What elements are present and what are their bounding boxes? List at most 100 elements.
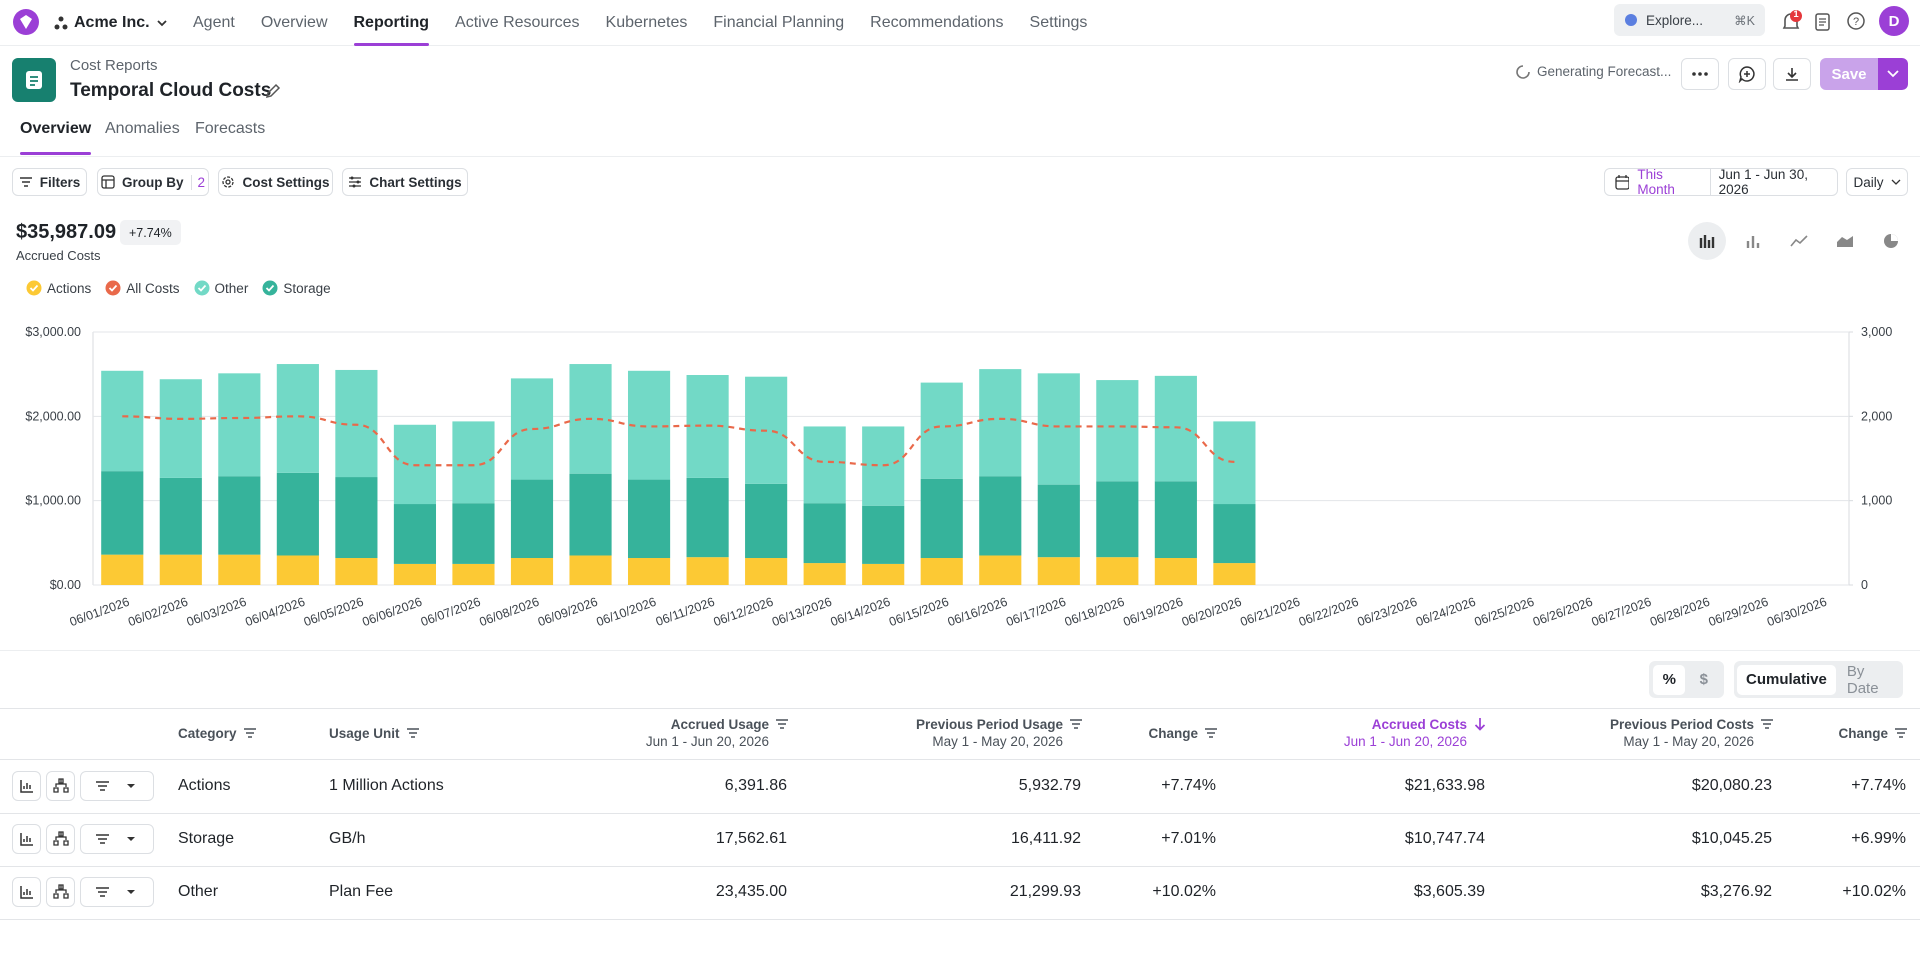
group-by-button[interactable]: Group By 2 [97,168,209,196]
cost-settings-button[interactable]: Cost Settings [218,168,333,196]
tab[interactable]: Anomalies [105,120,180,137]
hierarchy-button[interactable] [46,824,75,854]
hierarchy-button[interactable] [46,771,75,801]
sort-icon[interactable] [1894,726,1908,740]
row-filter-button[interactable] [80,877,154,907]
header-label: Previous Period Costs [1609,717,1754,732]
column-header[interactable]: Usage Unit [329,725,420,742]
sort-icon[interactable] [775,717,789,731]
legend-swatch [26,280,42,296]
legend-item[interactable]: All Costs [105,280,180,296]
nav-item[interactable]: Financial Planning [713,14,845,31]
breadcrumb[interactable]: Cost Reports [70,57,158,74]
edit-icon[interactable] [264,82,282,100]
bar-segment [979,555,1022,585]
icon [19,886,33,899]
sort-icon[interactable] [1204,726,1218,740]
bar-segment [101,370,144,472]
x-tick-label: 06/17/2026 [1004,595,1068,630]
sort-icon[interactable] [243,726,257,740]
line-type[interactable] [1780,222,1818,260]
logo[interactable] [12,8,40,36]
sort-arrow[interactable] [1473,717,1487,731]
granularity[interactable]: Daily [1846,168,1908,196]
x-tick-label: 06/02/2026 [126,595,190,630]
cell: $21,633.98 [1404,777,1485,794]
sort-icon[interactable] [406,726,420,740]
unit-option[interactable]: % [1653,664,1686,695]
save-button[interactable]: Save [1820,58,1878,90]
area-type[interactable] [1826,222,1864,260]
nav-item[interactable]: Active Resources [455,14,580,31]
row-filter-button[interactable] [80,824,154,854]
hierarchy-button[interactable] [46,877,75,907]
glyph [19,833,33,846]
date-range[interactable]: This Month Jun 1 - Jun 30, 2026 [1604,167,1838,197]
filter-icon [19,177,32,187]
nav-item[interactable]: Recommendations [870,14,1004,31]
nav-item[interactable]: Agent [193,14,235,31]
row-filter-button[interactable] [80,771,154,801]
download-button[interactable] [1773,58,1811,90]
y-tick-label: $2,000.00 [25,409,81,423]
report-icon [12,58,56,102]
bar-segment [218,476,261,555]
cell: 5,932.79 [1018,777,1081,794]
bar-segment [101,471,144,555]
sort-icon[interactable] [1069,717,1083,731]
search[interactable]: Explore... ⌘K [1614,4,1765,36]
chart-settings-button[interactable]: Chart Settings [342,168,468,196]
sort-icon[interactable] [1760,717,1774,731]
search-text: Explore... [1646,12,1704,28]
more-button[interactable] [1681,58,1719,90]
notifications[interactable] [1780,10,1802,34]
column-header[interactable]: Accrued Costs Jun 1 - Jun 20, 2026 [1344,716,1487,750]
legend-item[interactable]: Other [194,280,248,296]
x-tick-label: 06/20/2026 [1180,595,1244,630]
nav-item[interactable]: Reporting [353,0,429,46]
legend-item[interactable]: Storage [262,280,331,296]
icon [1790,235,1808,247]
legend-item[interactable]: Actions [26,280,91,296]
nav-item[interactable]: Kubernetes [605,14,688,31]
avatar[interactable]: D [1879,6,1909,36]
column-header[interactable]: Change [1148,725,1218,742]
view-option[interactable]: Cumulative [1737,664,1836,695]
bar-segment [1096,380,1139,482]
tab[interactable]: Overview [20,120,92,137]
chart-row-button[interactable] [12,824,41,854]
view-option[interactable]: By Date [1846,662,1879,697]
stacked-bar-type[interactable] [1688,222,1726,260]
header-text: Category [178,725,237,742]
column-header[interactable]: Category [178,725,257,742]
chart-row-button[interactable] [12,771,41,801]
header-label: Previous Period Usage [915,717,1063,732]
docs-icon[interactable] [1814,12,1832,32]
nav-item[interactable]: Settings [1029,14,1088,31]
glyph [19,886,33,899]
nav-item[interactable]: Overview [260,14,328,31]
unit-option[interactable]: $ [1699,671,1708,688]
comment-button[interactable] [1728,58,1766,90]
help-icon[interactable]: ? [1846,11,1866,31]
y2-tick-label: 1,000 [1861,494,1892,508]
tab[interactable]: Forecasts [195,120,266,137]
cell: $3,276.92 [1700,883,1772,900]
chart-row-button[interactable] [12,877,41,907]
column-header[interactable]: Previous Period Usage May 1 - May 20, 202… [916,716,1083,750]
filters-button[interactable]: Filters [12,168,87,196]
bar-type[interactable] [1734,222,1772,260]
org-switcher[interactable]: Acme Inc. [54,0,168,46]
cell: Actions [178,777,231,794]
column-header[interactable]: Accrued Usage Jun 1 - Jun 20, 2026 [646,716,789,750]
cell: +6.99% [1851,830,1906,847]
header-sub: May 1 - May 20, 2026 [1623,734,1754,749]
column-header[interactable]: Change [1838,725,1908,742]
swatch [194,280,210,296]
filters-label: Filters [39,174,81,190]
row-divider [0,759,1920,760]
column-header[interactable]: Previous Period Costs May 1 - May 20, 202… [1610,716,1774,750]
save-menu[interactable] [1878,58,1908,90]
pie-type[interactable] [1872,222,1910,260]
bar-segment [101,554,144,585]
